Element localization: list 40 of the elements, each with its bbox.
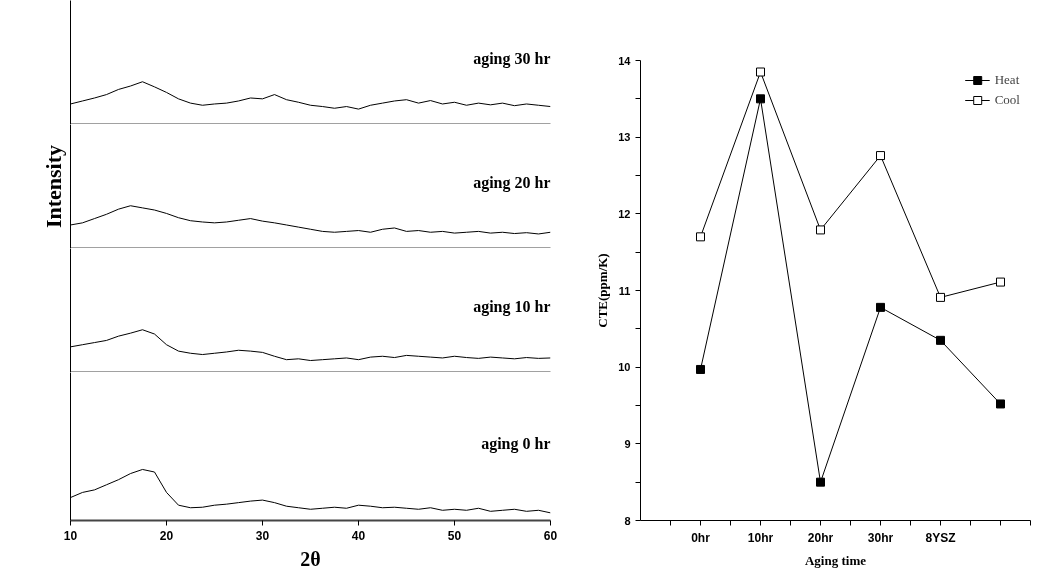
y-axis-title: CTE(ppm/K) xyxy=(595,253,611,328)
x-tick-label: 8YSZ xyxy=(925,530,956,545)
y-tick-label: 11 xyxy=(618,284,631,297)
x-tick-label: 50 xyxy=(447,528,462,543)
point xyxy=(696,364,705,374)
x-axis-title: 2θ xyxy=(300,547,321,570)
x-tick-label: 20hr xyxy=(807,530,834,545)
x-tick-label: 0hr xyxy=(691,530,711,545)
legend-label: Heat xyxy=(994,72,1020,88)
x-tick-label: 60 xyxy=(543,528,558,543)
point xyxy=(936,335,945,345)
text: aging 30 hr xyxy=(473,49,551,68)
x-tick-label: 30hr xyxy=(867,530,894,545)
x-tick-label: 10 xyxy=(63,528,78,543)
y-tick-label: 9 xyxy=(624,437,631,450)
y-tick-label: 14 xyxy=(618,54,632,67)
y-tick-label: 10 xyxy=(618,361,631,374)
point xyxy=(996,277,1005,287)
point xyxy=(936,292,945,302)
text: aging 10 hr xyxy=(473,297,551,316)
y-tick-label: 12 xyxy=(618,207,631,220)
point xyxy=(696,232,705,242)
y-axis-title: Intensity xyxy=(40,144,66,229)
x-tick-label: 40 xyxy=(351,528,366,543)
x-tick-label: 10hr xyxy=(747,530,774,545)
x-tick-label: 20 xyxy=(159,528,174,543)
point xyxy=(816,477,825,487)
x-axis-title: Aging time xyxy=(804,552,867,568)
point xyxy=(756,67,765,77)
x-tick-label: 30 xyxy=(255,528,270,543)
point xyxy=(756,94,765,104)
text: aging 0 hr xyxy=(481,434,551,453)
point xyxy=(876,151,885,161)
point xyxy=(876,302,885,312)
text: aging 20 hr xyxy=(473,173,551,192)
legend-label: Cool xyxy=(994,92,1020,108)
y-tick-label: 13 xyxy=(618,131,631,144)
point xyxy=(816,225,825,235)
y-tick-label: 8 xyxy=(624,514,631,527)
point xyxy=(996,399,1005,409)
